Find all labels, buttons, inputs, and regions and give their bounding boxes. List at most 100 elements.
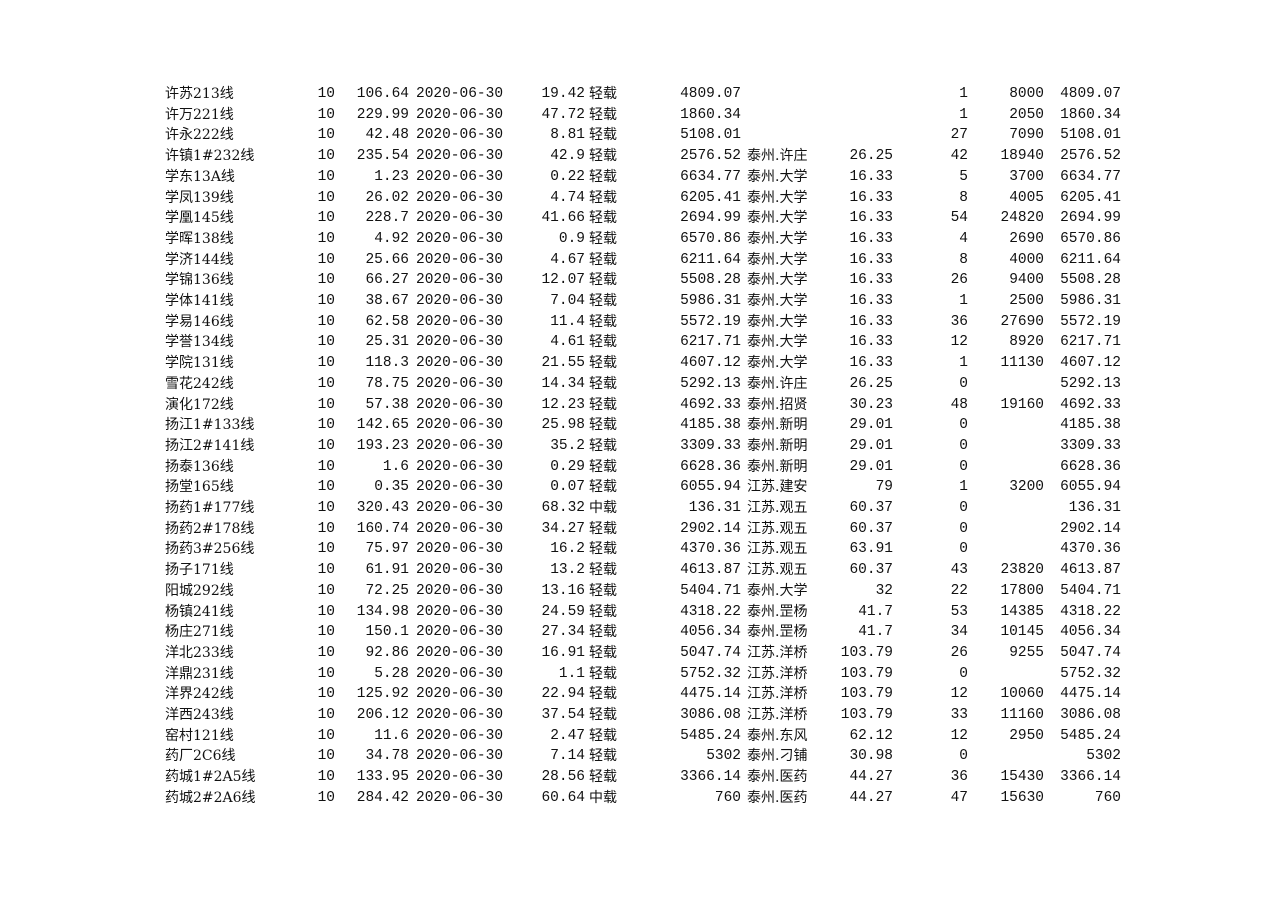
load-value-cell: 25.31 bbox=[365, 334, 409, 351]
load-value-cell: 75.97 bbox=[365, 541, 409, 558]
table-row: 杨镇241线 10 134.98 2020-06-30 24.59 轻载 4318.22 泰州… bbox=[0, 602, 1286, 622]
load-level-cell: 轻载 bbox=[589, 417, 617, 434]
total-cell: 760 bbox=[1094, 789, 1121, 806]
substation-cell: 江苏.洋桥 bbox=[747, 644, 808, 661]
capacity-cell: 2902.14 bbox=[680, 520, 741, 537]
amount-cell: 10145 bbox=[1000, 624, 1044, 641]
load-level-cell: 轻载 bbox=[589, 375, 617, 392]
count-cell: 12 bbox=[950, 727, 968, 744]
line-name-cell: 杨镇241线 bbox=[165, 603, 234, 620]
distance-cell: 16.33 bbox=[849, 251, 893, 268]
capacity-cell: 6217.71 bbox=[680, 334, 741, 351]
voltage-cell: 10 bbox=[317, 769, 335, 786]
amount-cell: 18940 bbox=[1000, 148, 1044, 165]
date-cell: 2020-06-30 bbox=[416, 375, 504, 392]
line-name-cell: 学凰145线 bbox=[165, 210, 234, 227]
substation-cell: 江苏.观五 bbox=[747, 541, 808, 558]
substation-cell: 泰州.罡杨 bbox=[747, 603, 808, 620]
total-cell: 4475.14 bbox=[1060, 686, 1121, 703]
load-value-cell: 5.28 bbox=[374, 665, 409, 682]
load-value-cell: 57.38 bbox=[365, 396, 409, 413]
load-rate-cell: 14.34 bbox=[541, 375, 585, 392]
count-cell: 0 bbox=[959, 417, 968, 434]
total-cell: 4692.33 bbox=[1060, 396, 1121, 413]
substation-cell: 江苏.建安 bbox=[747, 479, 808, 496]
date-cell: 2020-06-30 bbox=[416, 644, 504, 661]
capacity-cell: 5572.19 bbox=[680, 313, 741, 330]
total-cell: 5485.24 bbox=[1060, 727, 1121, 744]
load-value-cell: 106.64 bbox=[356, 86, 409, 102]
load-level-cell: 轻载 bbox=[589, 624, 617, 641]
distance-cell: 62.12 bbox=[849, 727, 893, 744]
load-value-cell: 235.54 bbox=[356, 148, 409, 165]
voltage-cell: 10 bbox=[317, 251, 335, 268]
table-row: 扬药3#256线 10 75.97 2020-06-30 16.2 轻载 4370.36 江苏… bbox=[0, 539, 1286, 559]
distance-cell: 44.27 bbox=[849, 789, 893, 806]
line-name-cell: 扬江1#133线 bbox=[165, 417, 255, 434]
load-value-cell: 125.92 bbox=[356, 686, 409, 703]
load-rate-cell: 4.61 bbox=[550, 334, 585, 351]
voltage-cell: 10 bbox=[317, 313, 335, 330]
substation-cell: 泰州.医药 bbox=[747, 789, 808, 806]
load-level-cell: 轻载 bbox=[589, 437, 617, 454]
load-value-cell: 133.95 bbox=[356, 769, 409, 786]
total-cell: 3366.14 bbox=[1060, 769, 1121, 786]
table-row: 许镇1#232线 10 235.54 2020-06-30 42.9 轻载 2576.52 泰… bbox=[0, 146, 1286, 166]
line-name-cell: 阳城292线 bbox=[165, 582, 234, 599]
count-cell: 22 bbox=[950, 582, 968, 599]
count-cell: 0 bbox=[959, 541, 968, 558]
load-value-cell: 4.92 bbox=[374, 230, 409, 247]
load-rate-cell: 47.72 bbox=[541, 106, 585, 123]
load-rate-cell: 0.07 bbox=[550, 479, 585, 496]
total-cell: 4185.38 bbox=[1060, 417, 1121, 434]
load-level-cell: 轻载 bbox=[589, 106, 617, 123]
capacity-cell: 6211.64 bbox=[680, 251, 741, 268]
load-level-cell: 轻载 bbox=[589, 665, 617, 682]
load-value-cell: 61.91 bbox=[365, 562, 409, 579]
table-row: 杨庄271线 10 150.1 2020-06-30 27.34 轻载 4056.34 泰州.… bbox=[0, 622, 1286, 642]
line-name-cell: 学易146线 bbox=[165, 313, 234, 330]
total-cell: 6570.86 bbox=[1060, 230, 1121, 247]
capacity-cell: 3366.14 bbox=[680, 769, 741, 786]
load-value-cell: 134.98 bbox=[356, 603, 409, 620]
load-level-cell: 轻载 bbox=[589, 189, 617, 206]
load-level-cell: 轻载 bbox=[589, 748, 617, 765]
distance-cell: 30.23 bbox=[849, 396, 893, 413]
capacity-cell: 5047.74 bbox=[680, 644, 741, 661]
load-value-cell: 229.99 bbox=[356, 106, 409, 123]
load-level-cell: 轻载 bbox=[589, 686, 617, 703]
load-level-cell: 轻载 bbox=[589, 727, 617, 744]
substation-cell: 泰州.许庄 bbox=[747, 375, 808, 392]
distance-cell: 16.33 bbox=[849, 313, 893, 330]
load-level-cell: 轻载 bbox=[589, 210, 617, 227]
amount-cell: 9255 bbox=[1009, 644, 1044, 661]
voltage-cell: 10 bbox=[317, 603, 335, 620]
distance-cell: 60.37 bbox=[849, 520, 893, 537]
load-level-cell: 中载 bbox=[589, 789, 617, 806]
load-level-cell: 轻载 bbox=[589, 644, 617, 661]
date-cell: 2020-06-30 bbox=[416, 458, 504, 475]
amount-cell: 8920 bbox=[1009, 334, 1044, 351]
capacity-cell: 2576.52 bbox=[680, 148, 741, 165]
capacity-cell: 1860.34 bbox=[680, 106, 741, 123]
substation-cell: 泰州.新明 bbox=[747, 437, 808, 454]
voltage-cell: 10 bbox=[317, 686, 335, 703]
total-cell: 6055.94 bbox=[1060, 479, 1121, 496]
date-cell: 2020-06-30 bbox=[416, 769, 504, 786]
amount-cell: 7090 bbox=[1009, 127, 1044, 144]
load-rate-cell: 34.27 bbox=[541, 520, 585, 537]
load-rate-cell: 19.42 bbox=[541, 86, 585, 102]
load-level-cell: 轻载 bbox=[589, 293, 617, 309]
date-cell: 2020-06-30 bbox=[416, 707, 504, 723]
total-cell: 1860.34 bbox=[1060, 106, 1121, 123]
count-cell: 12 bbox=[950, 686, 968, 703]
load-value-cell: 42.48 bbox=[365, 127, 409, 144]
substation-cell: 泰州.刁铺 bbox=[747, 748, 808, 765]
date-cell: 2020-06-30 bbox=[416, 417, 504, 434]
capacity-cell: 2694.99 bbox=[680, 210, 741, 227]
load-rate-cell: 24.59 bbox=[541, 603, 585, 620]
total-cell: 4056.34 bbox=[1060, 624, 1121, 641]
count-cell: 43 bbox=[950, 562, 968, 579]
load-value-cell: 92.86 bbox=[365, 644, 409, 661]
count-cell: 42 bbox=[950, 148, 968, 165]
